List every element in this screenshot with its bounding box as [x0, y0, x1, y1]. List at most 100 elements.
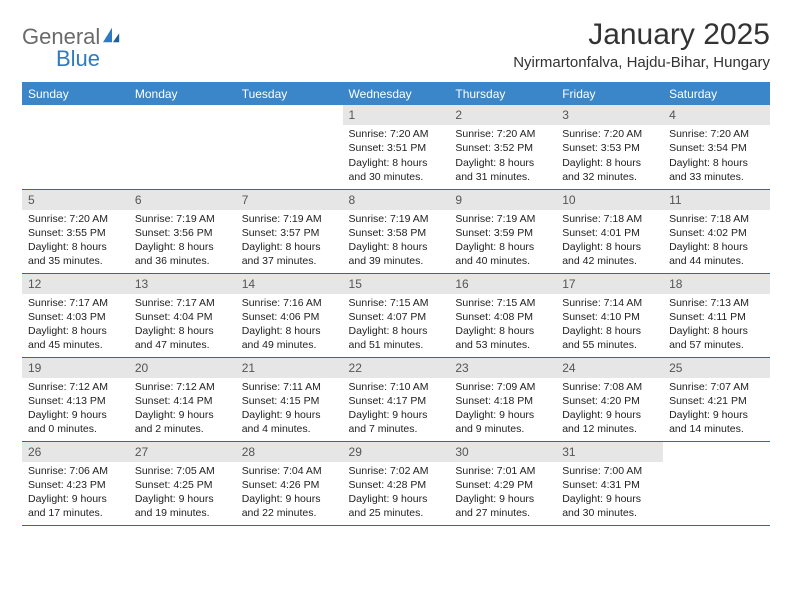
sunrise-text: Sunrise: 7:19 AM [349, 212, 444, 226]
day-number: 13 [129, 274, 236, 294]
day-details: Sunrise: 7:00 AMSunset: 4:31 PMDaylight:… [556, 462, 663, 525]
day-number: 1 [343, 105, 450, 125]
daylight-text-2: and 44 minutes. [669, 254, 764, 268]
daylight-text-1: Daylight: 8 hours [28, 240, 123, 254]
sunrise-text: Sunrise: 7:07 AM [669, 380, 764, 394]
title-block: January 2025 Nyirmartonfalva, Hajdu-Biha… [513, 18, 770, 71]
calendar-cell: 23Sunrise: 7:09 AMSunset: 4:18 PMDayligh… [449, 357, 556, 441]
day-number: 19 [22, 358, 129, 378]
calendar-week-row: 12Sunrise: 7:17 AMSunset: 4:03 PMDayligh… [22, 273, 770, 357]
sunset-text: Sunset: 4:31 PM [562, 478, 657, 492]
sunset-text: Sunset: 4:21 PM [669, 394, 764, 408]
sunrise-text: Sunrise: 7:11 AM [242, 380, 337, 394]
day-details: Sunrise: 7:12 AMSunset: 4:14 PMDaylight:… [129, 378, 236, 441]
sunrise-text: Sunrise: 7:19 AM [455, 212, 550, 226]
day-number: 7 [236, 190, 343, 210]
day-details: Sunrise: 7:11 AMSunset: 4:15 PMDaylight:… [236, 378, 343, 441]
daylight-text-1: Daylight: 8 hours [669, 156, 764, 170]
day-number: 21 [236, 358, 343, 378]
daylight-text-1: Daylight: 8 hours [455, 324, 550, 338]
day-details: Sunrise: 7:20 AMSunset: 3:51 PMDaylight:… [343, 125, 450, 188]
sunrise-text: Sunrise: 7:12 AM [28, 380, 123, 394]
daylight-text-1: Daylight: 8 hours [349, 156, 444, 170]
daylight-text-2: and 14 minutes. [669, 422, 764, 436]
sunrise-text: Sunrise: 7:02 AM [349, 464, 444, 478]
daylight-text-2: and 27 minutes. [455, 506, 550, 520]
calendar-cell [236, 105, 343, 189]
sunrise-text: Sunrise: 7:20 AM [28, 212, 123, 226]
daylight-text-1: Daylight: 8 hours [669, 240, 764, 254]
day-details: Sunrise: 7:19 AMSunset: 3:59 PMDaylight:… [449, 210, 556, 273]
daylight-text-2: and 36 minutes. [135, 254, 230, 268]
day-details: Sunrise: 7:19 AMSunset: 3:58 PMDaylight:… [343, 210, 450, 273]
day-details: Sunrise: 7:20 AMSunset: 3:55 PMDaylight:… [22, 210, 129, 273]
day-details: Sunrise: 7:13 AMSunset: 4:11 PMDaylight:… [663, 294, 770, 357]
day-details: Sunrise: 7:15 AMSunset: 4:07 PMDaylight:… [343, 294, 450, 357]
day-number: 5 [22, 190, 129, 210]
day-number: 25 [663, 358, 770, 378]
day-details: Sunrise: 7:16 AMSunset: 4:06 PMDaylight:… [236, 294, 343, 357]
sunrise-text: Sunrise: 7:12 AM [135, 380, 230, 394]
header: GeneralBlue January 2025 Nyirmartonfalva… [22, 18, 770, 72]
daylight-text-2: and 30 minutes. [562, 506, 657, 520]
daylight-text-1: Daylight: 9 hours [562, 408, 657, 422]
day-details: Sunrise: 7:17 AMSunset: 4:03 PMDaylight:… [22, 294, 129, 357]
day-details: Sunrise: 7:07 AMSunset: 4:21 PMDaylight:… [663, 378, 770, 441]
calendar-cell: 12Sunrise: 7:17 AMSunset: 4:03 PMDayligh… [22, 273, 129, 357]
daylight-text-1: Daylight: 9 hours [28, 408, 123, 422]
daylight-text-2: and 40 minutes. [455, 254, 550, 268]
daylight-text-2: and 30 minutes. [349, 170, 444, 184]
day-details: Sunrise: 7:05 AMSunset: 4:25 PMDaylight:… [129, 462, 236, 525]
day-number: 2 [449, 105, 556, 125]
logo: GeneralBlue [22, 24, 122, 72]
sunrise-text: Sunrise: 7:19 AM [135, 212, 230, 226]
location-text: Nyirmartonfalva, Hajdu-Bihar, Hungary [513, 54, 770, 71]
calendar-cell: 27Sunrise: 7:05 AMSunset: 4:25 PMDayligh… [129, 441, 236, 525]
sunset-text: Sunset: 4:08 PM [455, 310, 550, 324]
sunset-text: Sunset: 4:23 PM [28, 478, 123, 492]
calendar-cell: 8Sunrise: 7:19 AMSunset: 3:58 PMDaylight… [343, 189, 450, 273]
day-header-row: Sunday Monday Tuesday Wednesday Thursday… [22, 83, 770, 106]
day-header: Sunday [22, 83, 129, 106]
daylight-text-2: and 0 minutes. [28, 422, 123, 436]
month-title: January 2025 [513, 18, 770, 52]
day-header: Monday [129, 83, 236, 106]
day-number: 14 [236, 274, 343, 294]
calendar-cell: 21Sunrise: 7:11 AMSunset: 4:15 PMDayligh… [236, 357, 343, 441]
day-details: Sunrise: 7:04 AMSunset: 4:26 PMDaylight:… [236, 462, 343, 525]
day-details: Sunrise: 7:20 AMSunset: 3:54 PMDaylight:… [663, 125, 770, 188]
sunrise-text: Sunrise: 7:20 AM [562, 127, 657, 141]
daylight-text-2: and 17 minutes. [28, 506, 123, 520]
day-number: 23 [449, 358, 556, 378]
sunrise-text: Sunrise: 7:15 AM [455, 296, 550, 310]
daylight-text-1: Daylight: 8 hours [135, 324, 230, 338]
day-number: 30 [449, 442, 556, 462]
sunset-text: Sunset: 4:14 PM [135, 394, 230, 408]
sunrise-text: Sunrise: 7:20 AM [349, 127, 444, 141]
day-header: Friday [556, 83, 663, 106]
daylight-text-2: and 57 minutes. [669, 338, 764, 352]
calendar-cell: 5Sunrise: 7:20 AMSunset: 3:55 PMDaylight… [22, 189, 129, 273]
sunset-text: Sunset: 4:20 PM [562, 394, 657, 408]
sunrise-text: Sunrise: 7:05 AM [135, 464, 230, 478]
day-details: Sunrise: 7:18 AMSunset: 4:02 PMDaylight:… [663, 210, 770, 273]
day-details: Sunrise: 7:18 AMSunset: 4:01 PMDaylight:… [556, 210, 663, 273]
calendar-cell: 30Sunrise: 7:01 AMSunset: 4:29 PMDayligh… [449, 441, 556, 525]
calendar-cell: 9Sunrise: 7:19 AMSunset: 3:59 PMDaylight… [449, 189, 556, 273]
day-details: Sunrise: 7:01 AMSunset: 4:29 PMDaylight:… [449, 462, 556, 525]
daylight-text-1: Daylight: 8 hours [242, 240, 337, 254]
sunrise-text: Sunrise: 7:18 AM [562, 212, 657, 226]
day-number: 18 [663, 274, 770, 294]
sunset-text: Sunset: 4:25 PM [135, 478, 230, 492]
sunrise-text: Sunrise: 7:08 AM [562, 380, 657, 394]
sunset-text: Sunset: 3:55 PM [28, 226, 123, 240]
daylight-text-2: and 35 minutes. [28, 254, 123, 268]
calendar-cell: 15Sunrise: 7:15 AMSunset: 4:07 PMDayligh… [343, 273, 450, 357]
day-number: 6 [129, 190, 236, 210]
daylight-text-2: and 53 minutes. [455, 338, 550, 352]
day-number: 9 [449, 190, 556, 210]
daylight-text-2: and 9 minutes. [455, 422, 550, 436]
daylight-text-2: and 7 minutes. [349, 422, 444, 436]
daylight-text-1: Daylight: 8 hours [242, 324, 337, 338]
sunset-text: Sunset: 4:28 PM [349, 478, 444, 492]
